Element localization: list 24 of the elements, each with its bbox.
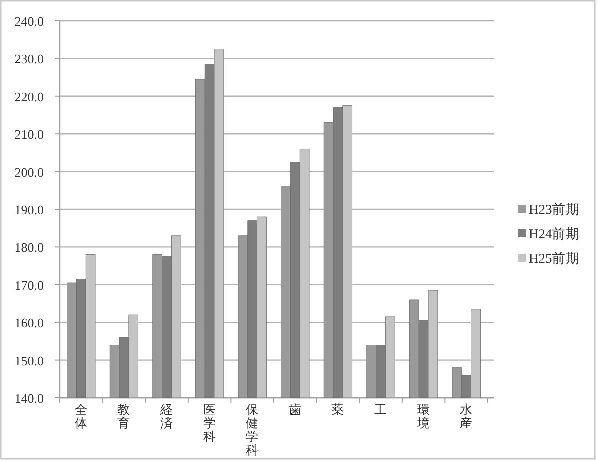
legend-label: H25前期 xyxy=(529,251,580,266)
legend-label: H24前期 xyxy=(529,226,580,242)
y-tick-label: 160.0 xyxy=(14,316,44,331)
x-tick-label: 環境 xyxy=(416,403,430,430)
x-tick-label: 工 xyxy=(374,403,388,417)
x-tick-label: 水産 xyxy=(460,403,474,430)
x-tick-label: 経済 xyxy=(160,403,174,430)
x-tick-label: 保健学科 xyxy=(246,403,260,458)
x-tick-label: 全体 xyxy=(74,403,88,430)
y-tick-label: 200.0 xyxy=(14,164,44,180)
y-tick-label: 190.0 xyxy=(14,202,44,218)
x-tick-label: 教育 xyxy=(118,403,131,430)
y-tick-label: 230.0 xyxy=(14,52,44,67)
x-tick-label: 歯 xyxy=(288,403,302,417)
y-tick-label: 240.0 xyxy=(14,14,44,29)
y-tick-label: 180.0 xyxy=(14,240,44,256)
legend-label: H23前期 xyxy=(529,202,580,217)
x-tick-label: 医学科 xyxy=(203,403,216,444)
y-tick-label: 220.0 xyxy=(14,89,44,104)
y-tick-label: 150.0 xyxy=(14,353,44,368)
y-tick-label: 210.0 xyxy=(14,127,44,142)
x-tick-label: 薬 xyxy=(332,403,345,417)
y-tick-label: 170.0 xyxy=(14,278,44,293)
y-tick-label: 140.0 xyxy=(14,391,44,406)
